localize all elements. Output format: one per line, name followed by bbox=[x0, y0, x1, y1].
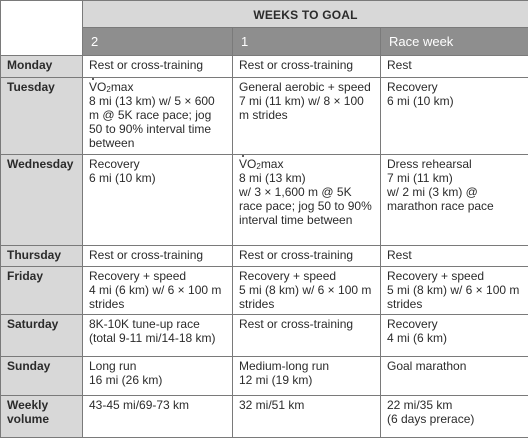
table-corner bbox=[0, 0, 83, 56]
day-label: Sunday bbox=[0, 355, 83, 397]
schedule-cell: 32 mi/51 km bbox=[232, 395, 381, 438]
table-row: Monday Rest or cross-training Rest or cros… bbox=[0, 55, 528, 78]
day-label: Tuesday bbox=[0, 76, 83, 155]
table-row: Saturday 8K-10K tune-up race (total 9-11 m… bbox=[0, 314, 528, 357]
day-label: Friday bbox=[0, 266, 83, 316]
table-row: Tuesday VO2max 8 mi (13 km) w/ 5 × 600 m @… bbox=[0, 76, 528, 155]
schedule-cell: Long run 16 mi (26 km) bbox=[82, 355, 233, 397]
schedule-cell: Rest bbox=[379, 245, 528, 268]
schedule-cell: Recovery + speed 5 mi (8 km) w/ 6 × 100 m… bbox=[379, 266, 528, 316]
schedule-cell: VO2max 8 mi (13 km) w/ 5 × 600 m @ 5K rac… bbox=[82, 76, 233, 155]
vo2-symbol: V bbox=[89, 77, 98, 94]
table-body: Monday Rest or cross-training Rest or cros… bbox=[0, 55, 528, 438]
column-header-2: 2 bbox=[82, 27, 233, 56]
day-label: Weekly volume bbox=[0, 395, 83, 438]
schedule-cell: Recovery + speed 5 mi (8 km) w/ 6 × 100 m… bbox=[232, 266, 381, 316]
schedule-cell: 22 mi/35 km (6 days prerace) bbox=[379, 395, 528, 438]
column-header-race-week: Race week bbox=[379, 27, 528, 56]
vo2-symbol: V bbox=[239, 154, 248, 171]
schedule-cell: Medium-long run 12 mi (19 km) bbox=[232, 355, 381, 397]
schedule-cell: General aerobic + speed 7 mi (11 km) w/ 8… bbox=[232, 76, 381, 155]
column-header-1: 1 bbox=[232, 27, 381, 56]
day-label: Saturday bbox=[0, 314, 83, 357]
schedule-cell: Rest or cross-training bbox=[82, 55, 233, 78]
schedule-cell: Dress rehearsal 7 mi (11 km) w/ 2 mi (3 km… bbox=[379, 153, 528, 247]
table-row: Wednesday Recovery 6 mi (10 km) VO2max 8 mi … bbox=[0, 153, 528, 247]
schedule-cell: Rest bbox=[379, 55, 528, 78]
table-row: Weekly volume 43-45 mi/69-73 km 32 mi/51 km… bbox=[0, 395, 528, 438]
day-label: Monday bbox=[0, 55, 83, 78]
schedule-cell: Recovery + speed 4 mi (6 km) w/ 6 × 100 m… bbox=[82, 266, 233, 316]
table-row: Thursday Rest or cross-training Rest or cr… bbox=[0, 245, 528, 268]
schedule-cell: Rest or cross-training bbox=[232, 245, 381, 268]
schedule-cell: VO2max 8 mi (13 km) w/ 3 × 1,600 m @ 5K ra… bbox=[232, 153, 381, 247]
schedule-cell: Rest or cross-training bbox=[232, 314, 381, 357]
day-label: Wednesday bbox=[0, 153, 83, 247]
schedule-cell: Goal marathon bbox=[379, 355, 528, 397]
schedule-cell: Recovery 6 mi (10 km) bbox=[379, 76, 528, 155]
schedule-cell: 43-45 mi/69-73 km bbox=[82, 395, 233, 438]
schedule-cell: Recovery 6 mi (10 km) bbox=[82, 153, 233, 247]
schedule-cell: 8K-10K tune-up race (total 9-11 mi/14-18 … bbox=[82, 314, 233, 357]
table-row: Sunday Long run 16 mi (26 km) Medium-long r… bbox=[0, 355, 528, 397]
schedule-cell: Rest or cross-training bbox=[232, 55, 381, 78]
schedule-cell: Rest or cross-training bbox=[82, 245, 233, 268]
day-label: Thursday bbox=[0, 245, 83, 268]
schedule-cell: Recovery 4 mi (6 km) bbox=[379, 314, 528, 357]
weeks-to-goal-header: WEEKS TO GOAL bbox=[81, 0, 528, 28]
table-row: Friday Recovery + speed 4 mi (6 km) w/ 6 ×… bbox=[0, 266, 528, 316]
